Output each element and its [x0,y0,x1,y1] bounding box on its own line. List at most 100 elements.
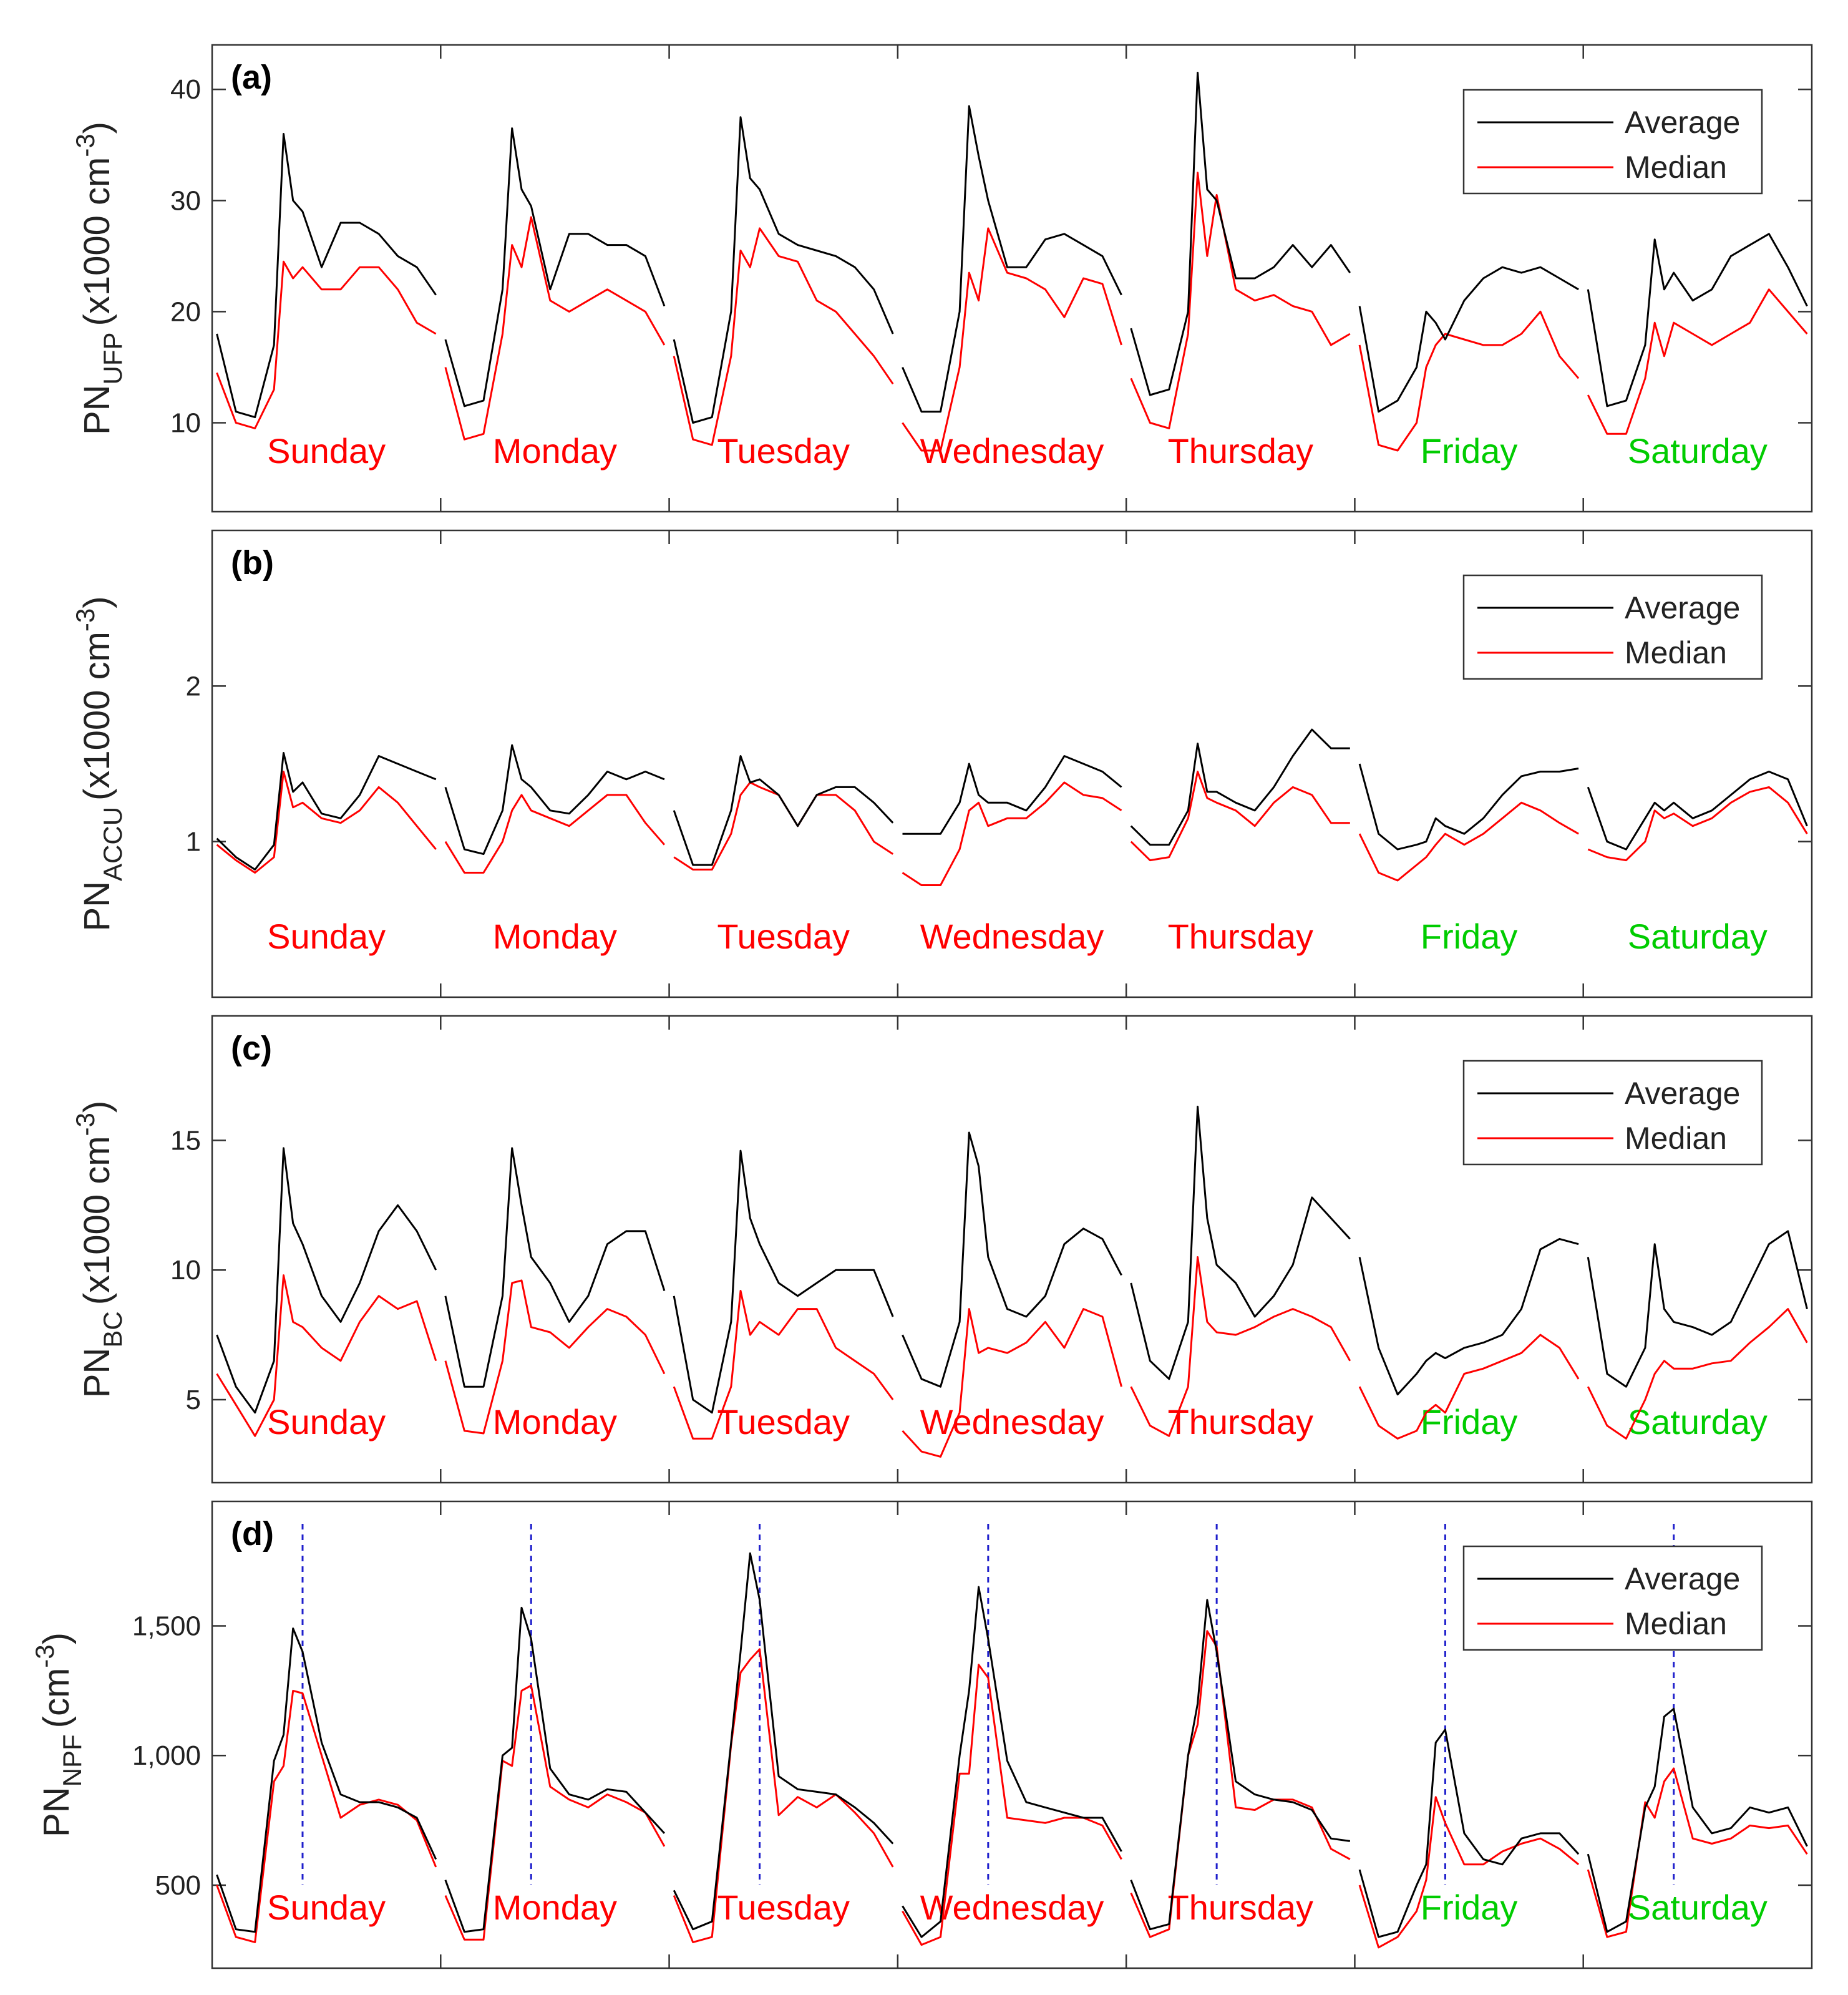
y-tick-label: 5 [186,1385,201,1415]
day-label-thursday: Thursday [1168,431,1313,471]
day-label-tuesday: Tuesday [717,1888,850,1927]
series-line-median [1358,1796,1580,1949]
series-line-average [444,744,665,856]
legend-label-average: Average [1625,105,1740,140]
legend-box [1462,1060,1763,1166]
series-line-average [1587,771,1808,851]
day-label-monday: Monday [493,1888,617,1927]
series-line-median [216,1274,437,1437]
series-line-average [444,1147,666,1388]
day-label-tuesday: Tuesday [717,1402,850,1441]
day-label-monday: Monday [493,1402,617,1441]
y-tick-label: 1 [186,827,201,857]
series-line-median [216,260,437,429]
series-line-average [673,755,894,866]
y-axis-label: PNBC(x1000 cm-3) [71,1101,127,1398]
y-axis-label: PNACCU(x1000 cm-3) [71,596,127,931]
series-line-median [1358,310,1580,452]
y-axis-label: PNUFP(x1000 cm-3) [71,122,127,435]
day-label-sunday: Sunday [267,1402,386,1441]
day-label-sunday: Sunday [267,917,386,956]
series-line-average [444,127,666,407]
series-line-median [1587,288,1808,435]
series-line-average [673,116,894,424]
series-line-average [902,105,1122,413]
panel-label: (d) [231,1515,274,1553]
day-label-friday: Friday [1421,1402,1518,1441]
series-line-median [444,794,666,874]
day-label-thursday: Thursday [1168,1402,1313,1441]
day-label-friday: Friday [1421,1888,1518,1927]
y-tick-label: 40 [170,74,201,105]
series-line-median [1587,786,1808,862]
series-line-average [1358,1729,1580,1938]
panel-label: (a) [231,59,272,96]
series-line-median [1587,1767,1808,1938]
day-label-monday: Monday [493,431,617,471]
legend-box [1462,574,1763,680]
y-axis-label: PNNPF(cm-3) [30,1632,87,1837]
y-tick-label: 1,000 [132,1740,201,1771]
day-label-thursday: Thursday [1168,917,1313,956]
series-line-average [673,1552,894,1931]
series-line-average [216,133,437,419]
series-line-average [1130,728,1350,846]
y-tick-label: 15 [170,1125,201,1156]
series-line-median [444,1279,666,1435]
series-line-average [902,1131,1122,1388]
series-line-median [902,781,1122,886]
series-line-median [1587,1308,1808,1440]
legend-box [1462,89,1763,195]
day-label-saturday: Saturday [1628,1402,1768,1441]
series-line-average [902,1586,1122,1938]
panel-2: 5 10 15 PNBC(x1000 cm-3) (c) Sunday Monday Tues… [71,1015,1813,1484]
panel-0: 10 20 30 40 PNUFP(x1000 cm-3) (a) Sunday Monday… [71,44,1813,513]
day-label-saturday: Saturday [1628,431,1768,471]
legend-label-average: Average [1625,590,1740,625]
series-line-average [1587,233,1808,407]
day-label-thursday: Thursday [1168,1888,1313,1927]
series-line-average [1358,763,1579,851]
series-line-median [1130,771,1350,862]
series-line-average [673,1149,894,1414]
series-line-median [444,216,666,441]
y-tick-label: 500 [155,1870,201,1901]
series-line-average [1587,1230,1808,1388]
legend-label-median: Median [1625,1121,1727,1156]
legend-label-median: Median [1625,1606,1727,1641]
y-tick-label: 10 [170,1255,201,1285]
series-line-median [216,771,437,874]
series-line-average [216,752,437,871]
legend-label-average: Average [1625,1561,1740,1596]
series-line-median [1130,1256,1351,1437]
series-line-median [673,1290,894,1440]
day-label-wednesday: Wednesday [920,1888,1104,1927]
series-line-median [673,227,894,446]
series-line-average [902,755,1122,835]
series-line-average [1130,1105,1351,1380]
legend-label-median: Median [1625,635,1727,670]
series-line-average [1130,72,1351,396]
day-label-wednesday: Wednesday [920,431,1104,471]
panel-1: 1 2 PNACCU(x1000 cm-3) (b) Sunday Monday Tuesd… [71,529,1813,998]
day-label-sunday: Sunday [267,1888,386,1927]
day-label-friday: Friday [1421,917,1518,956]
y-tick-label: 2 [186,671,201,701]
day-label-tuesday: Tuesday [717,917,850,956]
series-line-average [444,1606,666,1933]
day-label-saturday: Saturday [1628,1888,1768,1927]
series-line-median [902,227,1122,452]
legend-label-average: Average [1625,1076,1740,1111]
series-line-median [1358,801,1579,882]
series-line-median [673,781,894,871]
panel-label: (c) [231,1030,272,1067]
y-tick-label: 10 [170,408,201,439]
series-line-average [1587,1707,1808,1933]
series-line-average [1358,1237,1579,1396]
day-label-sunday: Sunday [267,431,386,471]
panel-3: 500 1,000 1,500 PNNPF(cm-3) (d) Sunday Monday T… [30,1500,1813,1969]
series-line-average [216,1147,437,1414]
y-tick-label: 20 [170,296,201,327]
day-label-wednesday: Wednesday [920,1402,1104,1441]
